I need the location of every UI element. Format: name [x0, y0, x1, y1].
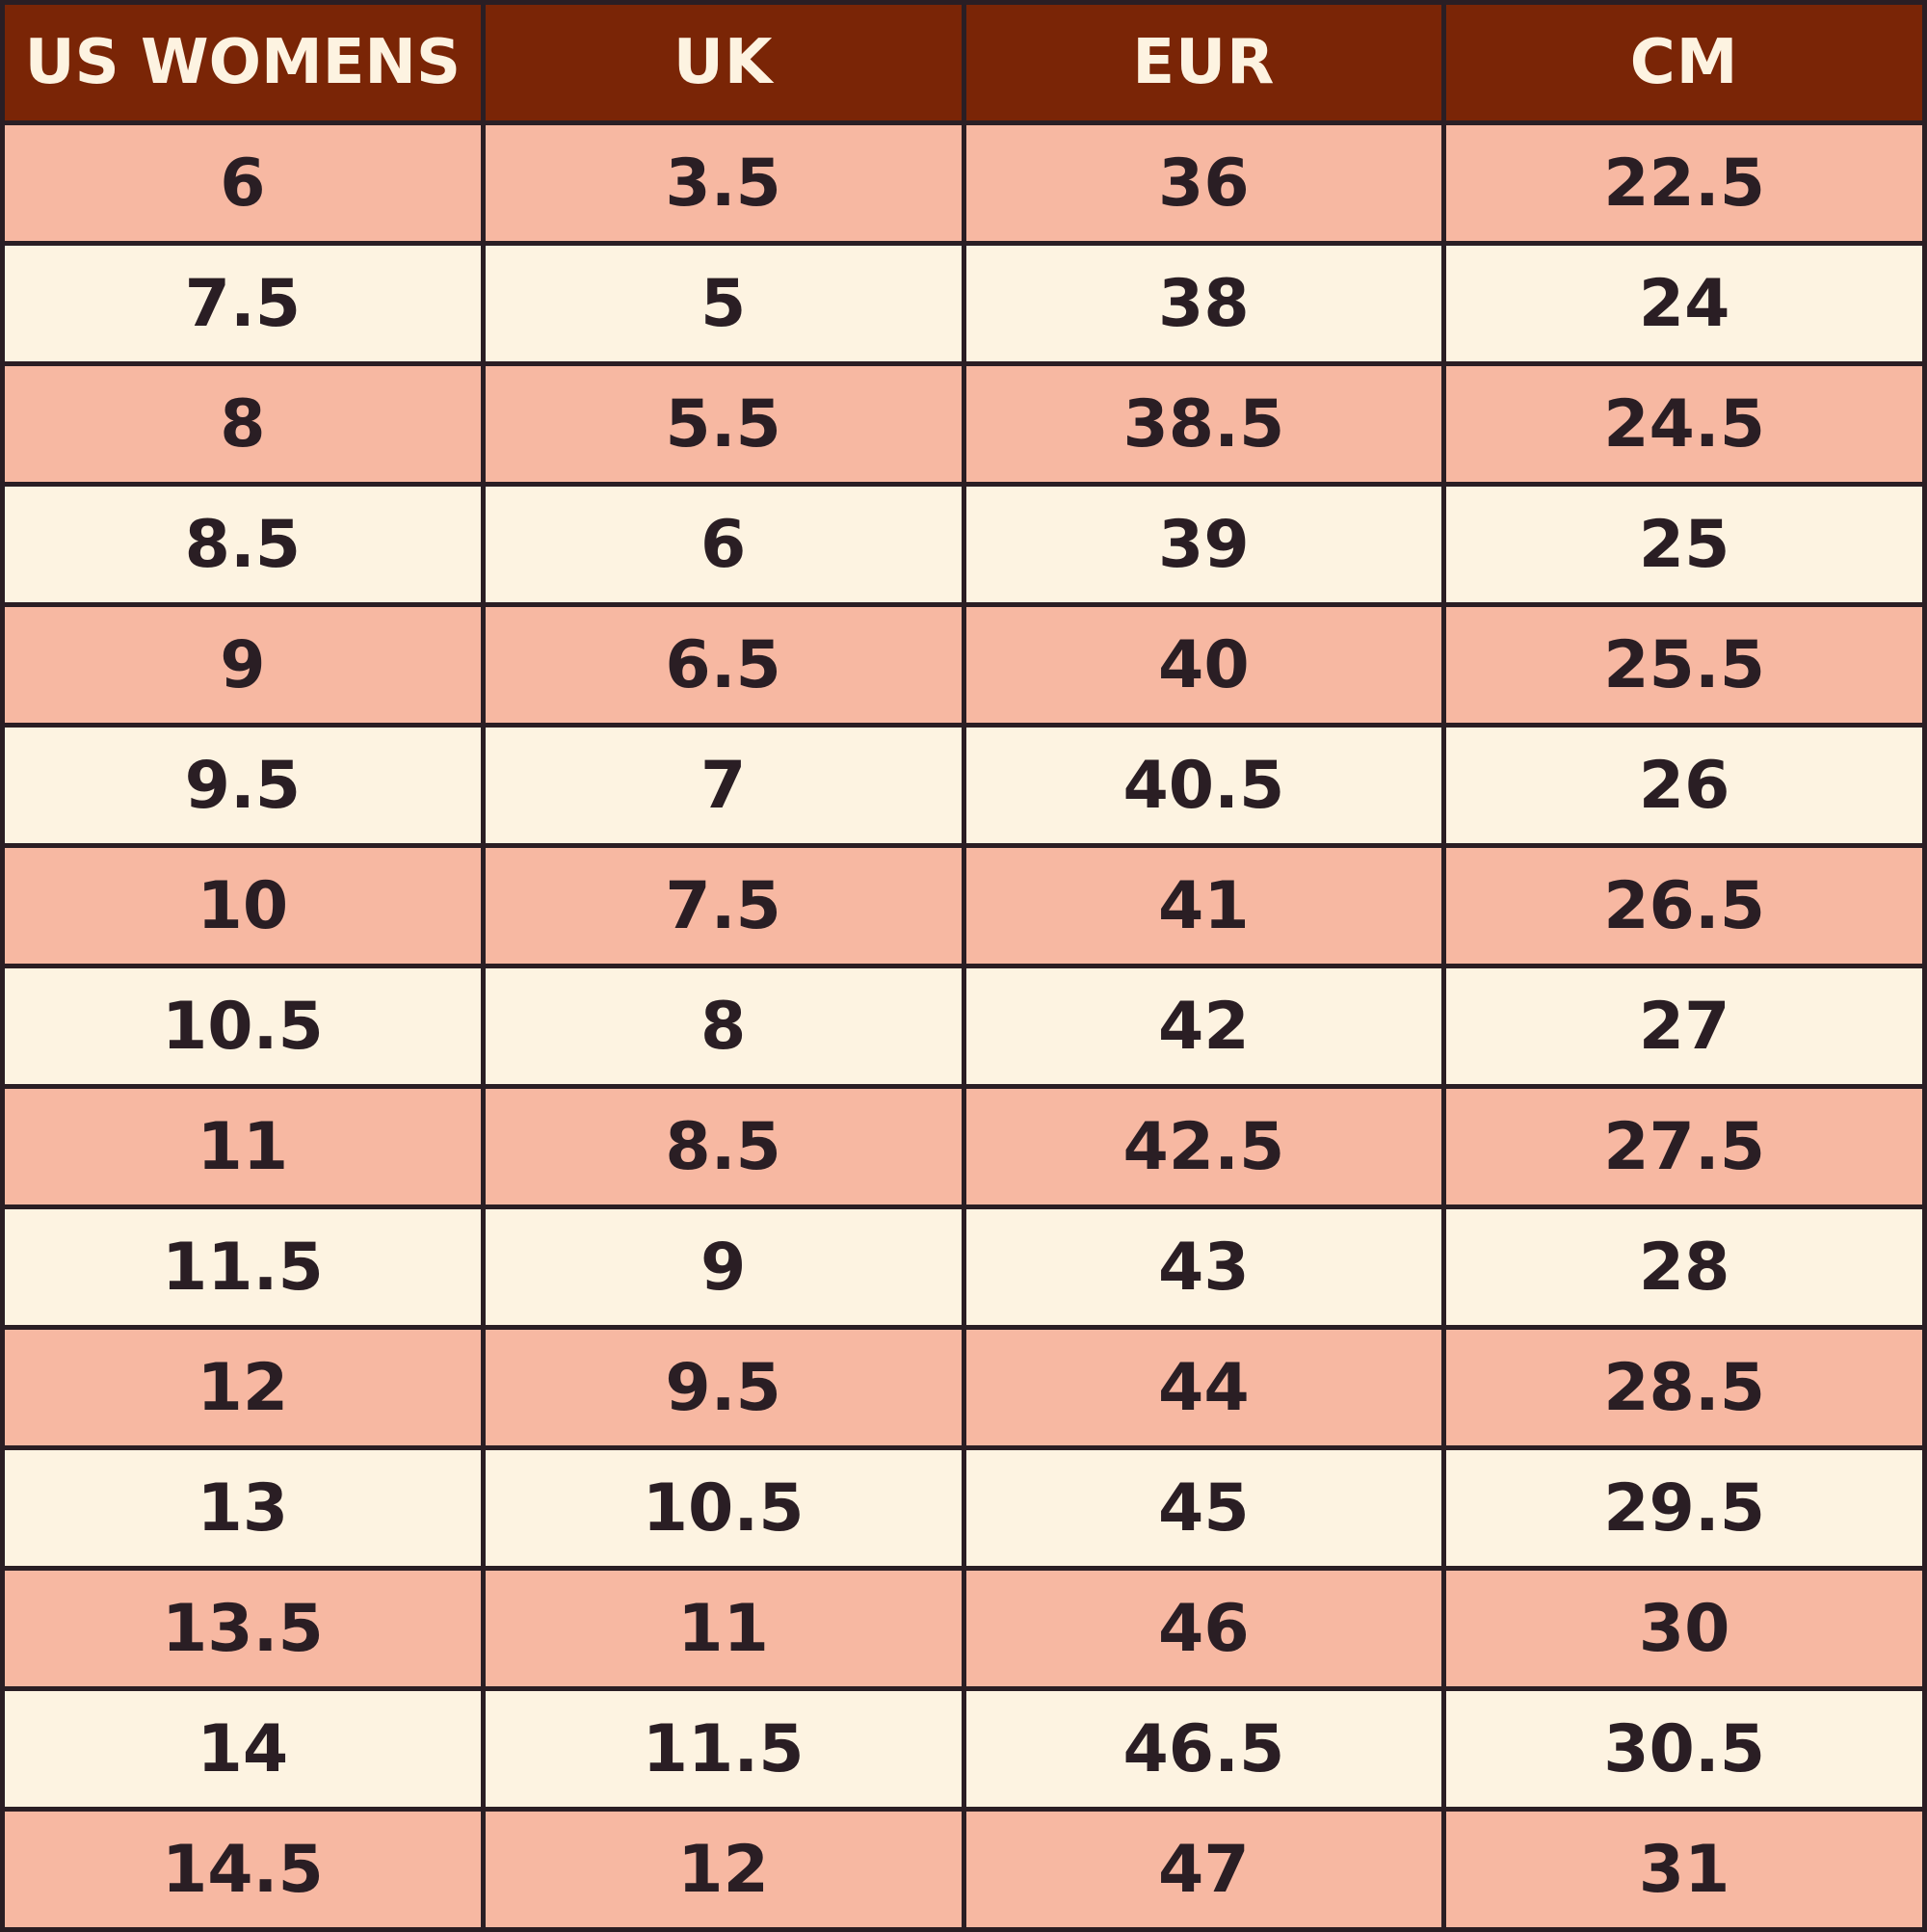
cell-cm: 28 — [1441, 1204, 1927, 1330]
cell-eur: 46 — [961, 1566, 1447, 1691]
cell-us-womens: 11.5 — [0, 1204, 486, 1330]
cell-eur: 40 — [961, 602, 1447, 728]
cell-cm: 24 — [1441, 241, 1927, 366]
cell-uk: 9 — [480, 1204, 966, 1330]
header-cm: CM — [1441, 0, 1927, 125]
cell-us-womens: 9.5 — [0, 723, 486, 848]
cell-eur: 43 — [961, 1204, 1447, 1330]
cell-uk: 11 — [480, 1566, 966, 1691]
cell-uk: 11.5 — [480, 1686, 966, 1812]
cell-eur: 44 — [961, 1325, 1447, 1450]
cell-cm: 24.5 — [1441, 361, 1927, 487]
cell-cm: 30.5 — [1441, 1686, 1927, 1812]
cell-eur: 39 — [961, 482, 1447, 607]
table-row: 13 10.5 45 29.5 — [0, 1445, 1927, 1571]
cell-uk: 12 — [480, 1807, 966, 1932]
table-row: 9.5 7 40.5 26 — [0, 723, 1927, 848]
table-row: 14.5 12 47 31 — [0, 1807, 1927, 1932]
cell-cm: 30 — [1441, 1566, 1927, 1691]
cell-cm: 25 — [1441, 482, 1927, 607]
cell-eur: 38.5 — [961, 361, 1447, 487]
cell-us-womens: 14 — [0, 1686, 486, 1812]
header-row: US WOMENS UK EUR CM — [0, 0, 1927, 125]
table-row: 8.5 6 39 25 — [0, 482, 1927, 607]
table-row: 13.5 11 46 30 — [0, 1566, 1927, 1691]
cell-us-womens: 7.5 — [0, 241, 486, 366]
header-us-womens: US WOMENS — [0, 0, 486, 125]
cell-uk: 8 — [480, 964, 966, 1089]
header-eur: EUR — [961, 0, 1447, 125]
cell-eur: 36 — [961, 120, 1447, 246]
cell-uk: 5 — [480, 241, 966, 366]
cell-us-womens: 13.5 — [0, 1566, 486, 1691]
cell-uk: 3.5 — [480, 120, 966, 246]
cell-cm: 29.5 — [1441, 1445, 1927, 1571]
cell-uk: 6 — [480, 482, 966, 607]
table-row: 10 7.5 41 26.5 — [0, 843, 1927, 968]
cell-eur: 42 — [961, 964, 1447, 1089]
table-row: 12 9.5 44 28.5 — [0, 1325, 1927, 1450]
cell-us-womens: 13 — [0, 1445, 486, 1571]
table-row: 7.5 5 38 24 — [0, 241, 1927, 366]
cell-eur: 47 — [961, 1807, 1447, 1932]
cell-cm: 27.5 — [1441, 1084, 1927, 1209]
cell-eur: 42.5 — [961, 1084, 1447, 1209]
cell-cm: 26.5 — [1441, 843, 1927, 968]
cell-us-womens: 12 — [0, 1325, 486, 1450]
table-row: 11.5 9 43 28 — [0, 1204, 1927, 1330]
table-row: 11 8.5 42.5 27.5 — [0, 1084, 1927, 1209]
cell-eur: 45 — [961, 1445, 1447, 1571]
cell-cm: 25.5 — [1441, 602, 1927, 728]
cell-us-womens: 8.5 — [0, 482, 486, 607]
cell-uk: 8.5 — [480, 1084, 966, 1209]
table-row: 6 3.5 36 22.5 — [0, 120, 1927, 246]
table-header: US WOMENS UK EUR CM — [0, 0, 1927, 125]
cell-cm: 31 — [1441, 1807, 1927, 1932]
table-body: 6 3.5 36 22.5 7.5 5 38 24 8 5.5 38.5 24.5 8.5 6 39 25 9 6… — [0, 120, 1927, 1932]
table-row: 10.5 8 42 27 — [0, 964, 1927, 1089]
cell-cm: 26 — [1441, 723, 1927, 848]
cell-us-womens: 9 — [0, 602, 486, 728]
cell-cm: 28.5 — [1441, 1325, 1927, 1450]
header-uk: UK — [480, 0, 966, 125]
cell-us-womens: 8 — [0, 361, 486, 487]
cell-uk: 5.5 — [480, 361, 966, 487]
cell-uk: 7.5 — [480, 843, 966, 968]
table-row: 14 11.5 46.5 30.5 — [0, 1686, 1927, 1812]
cell-uk: 10.5 — [480, 1445, 966, 1571]
cell-uk: 9.5 — [480, 1325, 966, 1450]
table-row: 8 5.5 38.5 24.5 — [0, 361, 1927, 487]
cell-cm: 27 — [1441, 964, 1927, 1089]
cell-eur: 46.5 — [961, 1686, 1447, 1812]
cell-us-womens: 10 — [0, 843, 486, 968]
cell-us-womens: 11 — [0, 1084, 486, 1209]
cell-eur: 41 — [961, 843, 1447, 968]
cell-us-womens: 6 — [0, 120, 486, 246]
table-row: 9 6.5 40 25.5 — [0, 602, 1927, 728]
cell-uk: 7 — [480, 723, 966, 848]
cell-cm: 22.5 — [1441, 120, 1927, 246]
cell-eur: 40.5 — [961, 723, 1447, 848]
cell-us-womens: 14.5 — [0, 1807, 486, 1932]
cell-eur: 38 — [961, 241, 1447, 366]
cell-us-womens: 10.5 — [0, 964, 486, 1089]
cell-uk: 6.5 — [480, 602, 966, 728]
